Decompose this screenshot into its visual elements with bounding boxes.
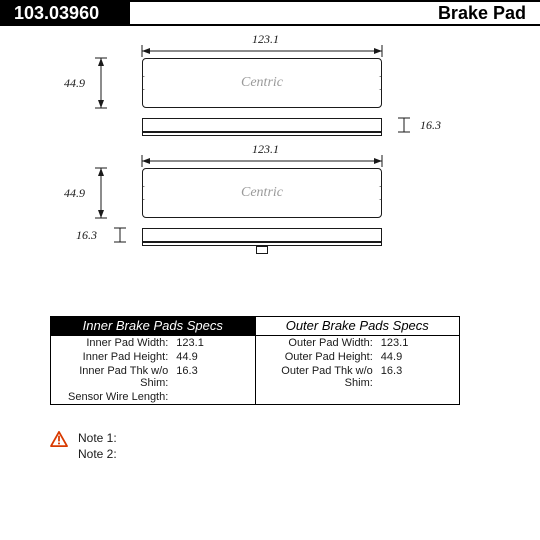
dim-height-1-label: 44.9 — [64, 76, 85, 91]
note-list: Note 1: Note 2: — [78, 431, 117, 461]
notes-section: Note 1: Note 2: — [50, 431, 540, 461]
inner-specs-title: Inner Brake Pads Specs — [51, 317, 256, 335]
logo-text: Centric — [241, 185, 283, 201]
spec-label: Outer Pad Height: — [256, 351, 377, 363]
pad-tab-right — [368, 76, 382, 90]
dim-line-height-1 — [94, 58, 108, 108]
spec-row: Inner Pad Height:44.9 — [51, 350, 255, 364]
dim-line-height-2 — [94, 168, 108, 218]
spec-label: Inner Pad Thk w/o Shim: — [51, 365, 172, 389]
spec-row: Inner Pad Thk w/o Shim:16.3 — [51, 364, 255, 390]
inner-pad-face: Centric — [142, 58, 382, 108]
brake-pad-diagram: 123.1 Centric 44.9 16.3 123.1 Centric — [20, 36, 520, 306]
spec-row: Outer Pad Thk w/o Shim:16.3 — [256, 364, 460, 390]
spec-row: Outer Pad Height:44.9 — [256, 350, 460, 364]
spec-row: Inner Pad Width:123.1 — [51, 336, 255, 350]
outer-pad-side — [142, 228, 382, 242]
spec-value: 16.3 — [377, 365, 459, 389]
spec-row: Outer Pad Width:123.1 — [256, 336, 460, 350]
inner-pad-side — [142, 118, 382, 132]
spec-value — [172, 391, 254, 403]
inner-specs-col: Inner Pad Width:123.1 Inner Pad Height:4… — [51, 336, 256, 404]
pad-tab-right — [368, 186, 382, 200]
dim-thk-1-label: 16.3 — [420, 118, 441, 133]
dim-height-2-label: 44.9 — [64, 186, 85, 201]
spec-value: 16.3 — [172, 365, 254, 389]
dim-line-thk-2 — [106, 228, 134, 242]
spec-label: Inner Pad Height: — [51, 351, 172, 363]
note-item: Note 2: — [78, 447, 117, 461]
page-title: Brake Pad — [130, 0, 540, 26]
spec-label: Inner Pad Width: — [51, 337, 172, 349]
dim-thk-2-label: 16.3 — [76, 228, 97, 243]
dim-width-2-label: 123.1 — [252, 142, 279, 157]
specs-header: Inner Brake Pads Specs Outer Brake Pads … — [50, 316, 460, 336]
outer-pad-face: Centric — [142, 168, 382, 218]
spec-value: 123.1 — [377, 337, 459, 349]
spec-row: Sensor Wire Length: — [51, 390, 255, 404]
outer-specs-title: Outer Brake Pads Specs — [256, 317, 460, 335]
spec-value: 44.9 — [172, 351, 254, 363]
spec-value: 123.1 — [172, 337, 254, 349]
outer-pad-pin — [256, 246, 268, 254]
warning-icon — [50, 431, 68, 447]
logo-text: Centric — [241, 75, 283, 91]
inner-pad-shim — [142, 132, 382, 136]
spec-label: Outer Pad Width: — [256, 337, 377, 349]
part-number: 103.03960 — [0, 0, 130, 26]
pad-tab-left — [142, 186, 156, 200]
spec-label: Sensor Wire Length: — [51, 391, 172, 403]
specs-table: Inner Pad Width:123.1 Inner Pad Height:4… — [50, 336, 460, 405]
header: 103.03960 Brake Pad — [0, 0, 540, 26]
pad-tab-left — [142, 76, 156, 90]
spec-label: Outer Pad Thk w/o Shim: — [256, 365, 377, 389]
dim-width-1-label: 123.1 — [252, 32, 279, 47]
note-item: Note 1: — [78, 431, 117, 445]
outer-specs-col: Outer Pad Width:123.1 Outer Pad Height:4… — [256, 336, 460, 404]
dim-line-thk-1 — [390, 118, 418, 132]
spec-value: 44.9 — [377, 351, 459, 363]
